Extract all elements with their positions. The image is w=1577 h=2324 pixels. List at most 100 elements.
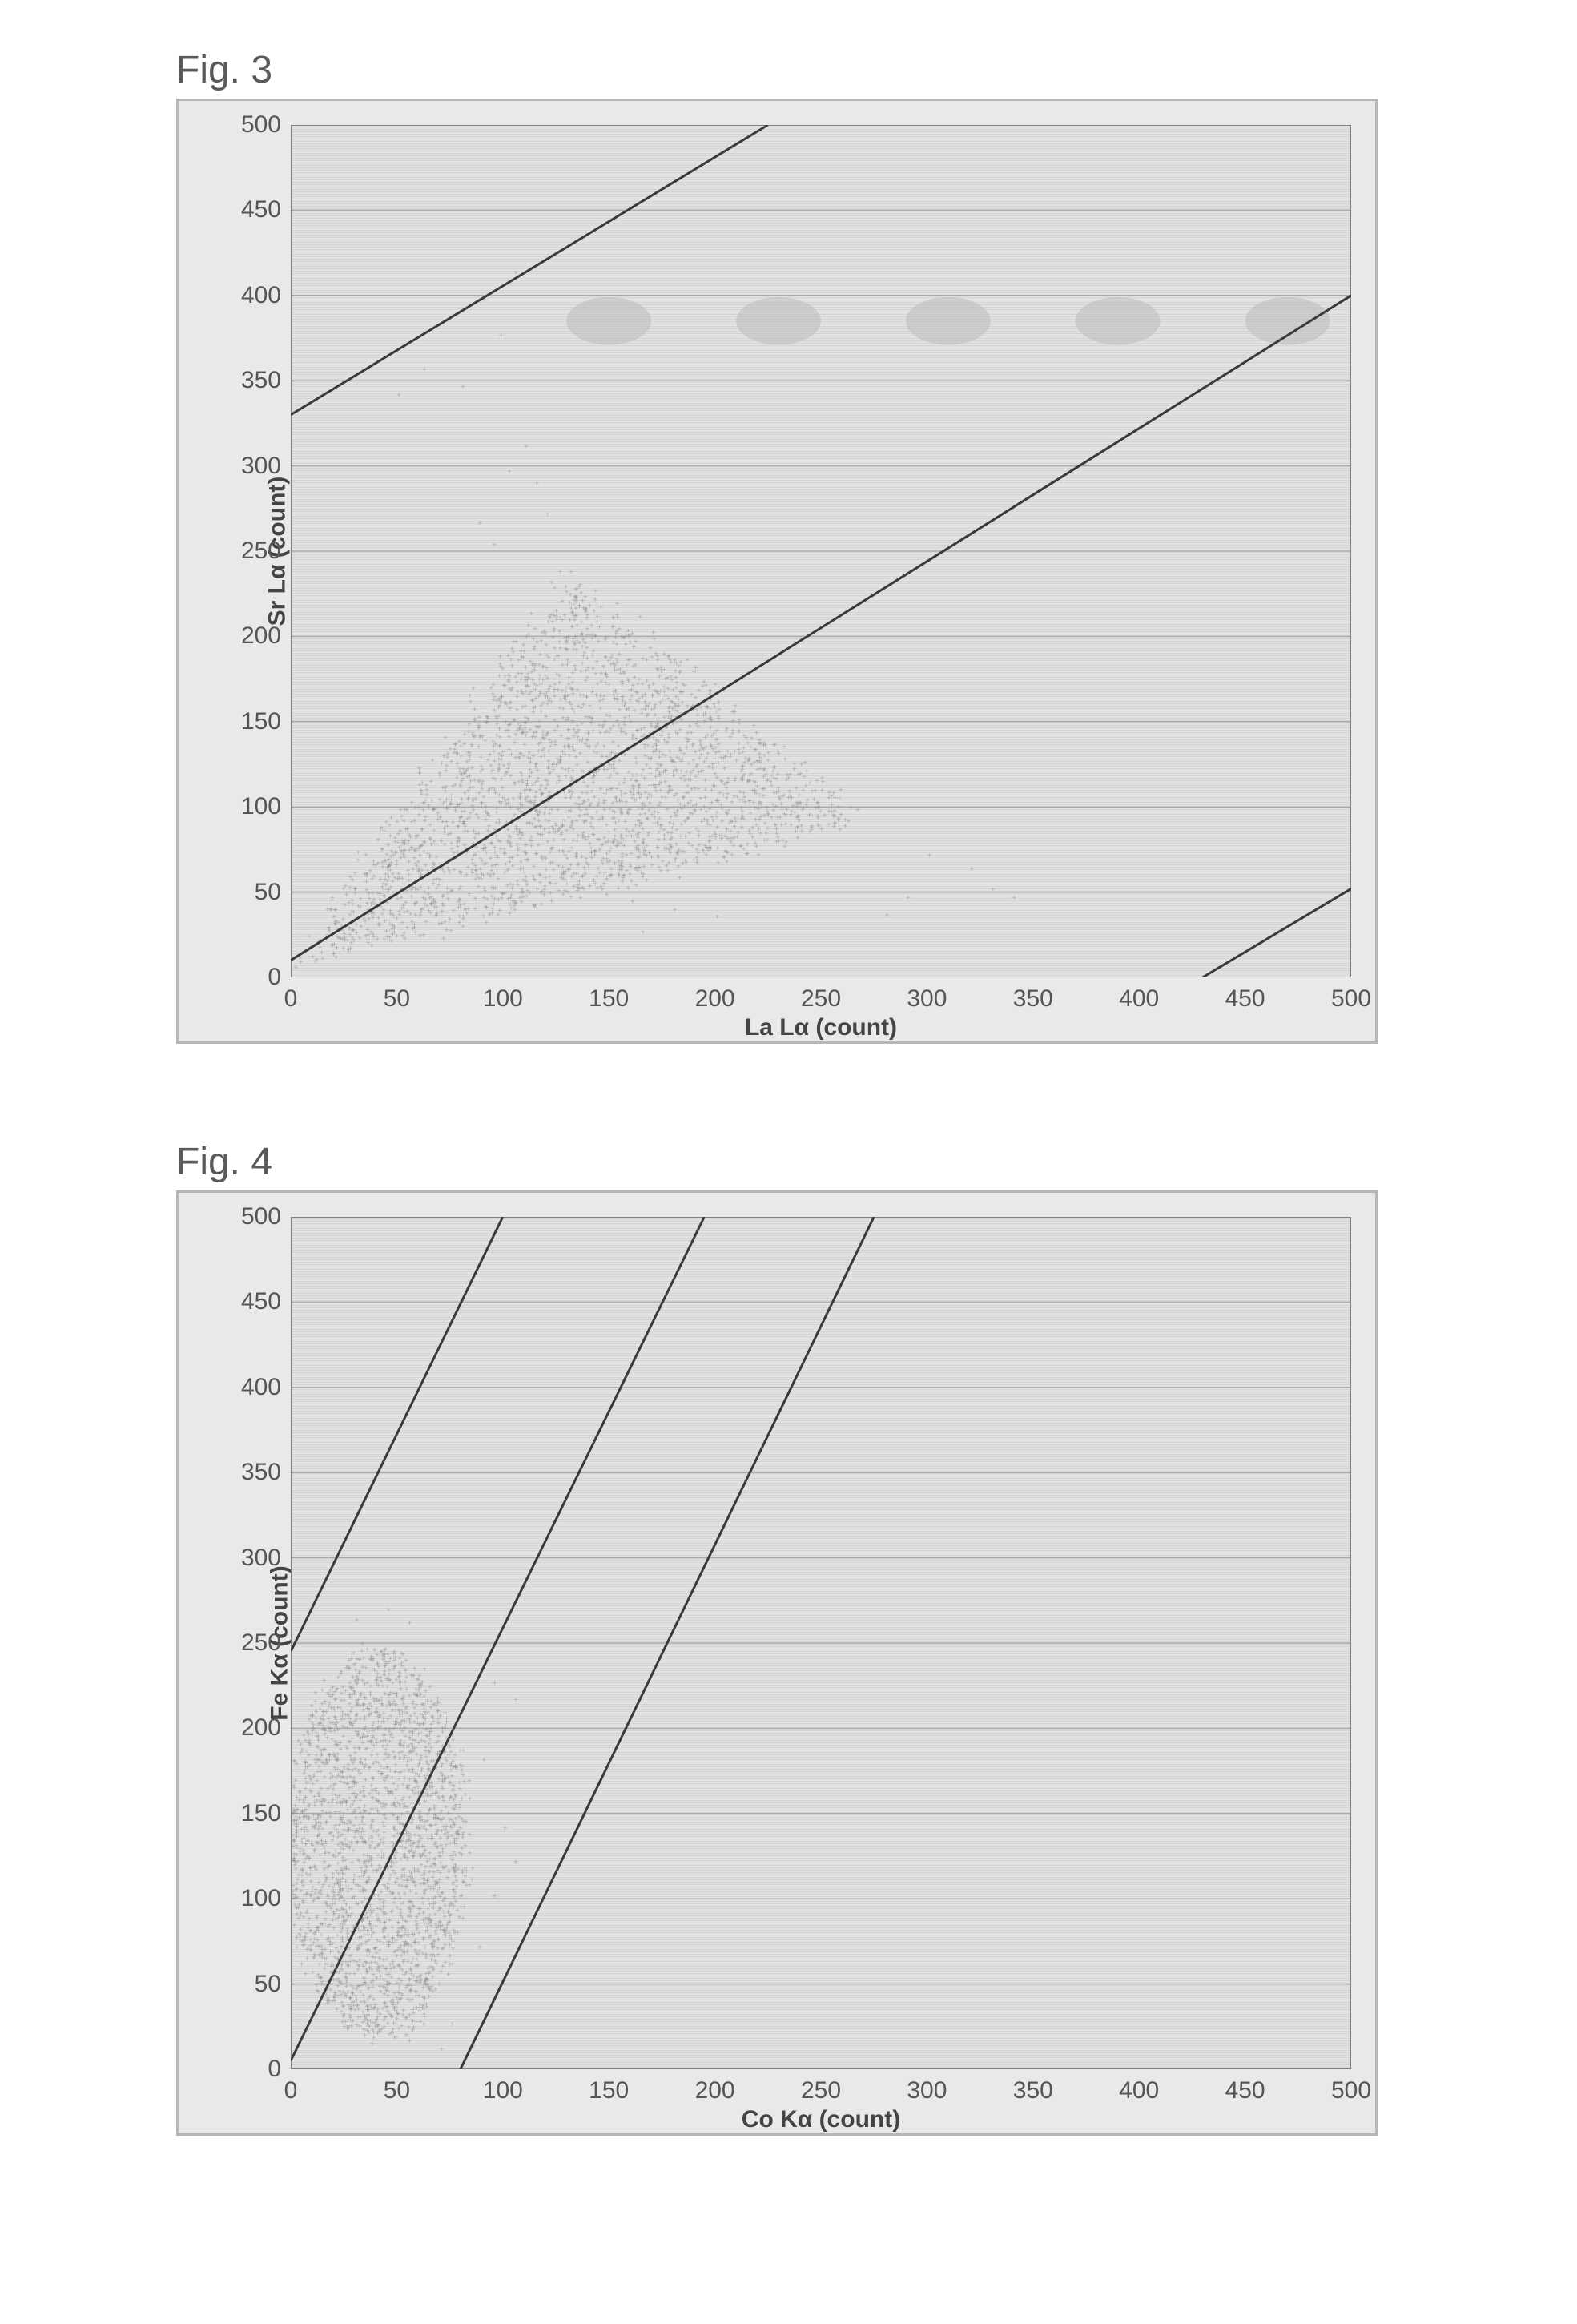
svg-text:+: +	[493, 542, 497, 550]
svg-text:+: +	[436, 1936, 441, 1945]
svg-text:+: +	[507, 721, 512, 730]
svg-text:+: +	[392, 1899, 396, 1907]
svg-text:+: +	[608, 804, 613, 813]
svg-text:+: +	[423, 814, 428, 823]
svg-text:+: +	[347, 900, 352, 908]
svg-text:+: +	[467, 720, 472, 729]
xtick-label: 50	[384, 985, 410, 1013]
svg-text:+: +	[614, 627, 619, 636]
svg-text:+: +	[672, 656, 677, 665]
svg-text:+: +	[375, 1750, 380, 1759]
svg-text:+: +	[589, 844, 593, 853]
svg-text:+: +	[714, 797, 719, 806]
svg-text:+: +	[754, 821, 758, 830]
svg-text:+: +	[557, 777, 562, 786]
figure-4-label: Fig. 4	[176, 1140, 1481, 1184]
svg-text:+: +	[434, 1740, 439, 1749]
svg-text:+: +	[403, 935, 408, 944]
svg-text:+: +	[325, 905, 330, 914]
svg-text:+: +	[571, 635, 576, 644]
svg-text:+: +	[599, 603, 604, 612]
svg-text:+: +	[697, 755, 702, 763]
svg-text:+: +	[715, 844, 720, 853]
svg-text:+: +	[533, 625, 537, 634]
svg-text:+: +	[688, 776, 693, 785]
svg-text:+: +	[403, 1753, 408, 1762]
svg-text:+: +	[679, 805, 684, 814]
svg-text:+: +	[662, 667, 667, 675]
svg-text:+: +	[794, 785, 799, 794]
svg-text:+: +	[362, 1932, 367, 1941]
svg-text:+: +	[386, 841, 391, 850]
svg-text:+: +	[562, 611, 567, 620]
svg-text:+: +	[409, 1819, 414, 1828]
svg-text:+: +	[478, 768, 483, 777]
svg-text:+: +	[405, 1947, 410, 1956]
svg-text:+: +	[444, 926, 449, 935]
svg-text:+: +	[587, 703, 592, 711]
svg-text:+: +	[382, 1956, 387, 1965]
svg-text:+: +	[385, 1764, 390, 1773]
svg-text:+: +	[432, 838, 436, 847]
svg-text:+: +	[572, 708, 577, 717]
svg-text:+: +	[551, 688, 556, 697]
ytick-label: 150	[241, 1800, 281, 1827]
svg-text:+: +	[694, 773, 698, 782]
svg-text:+: +	[690, 810, 694, 819]
xtick-label: 250	[801, 2077, 841, 2104]
svg-text:+: +	[370, 1746, 375, 1755]
svg-text:+: +	[612, 691, 617, 700]
svg-text:+: +	[595, 836, 600, 844]
svg-text:+: +	[581, 598, 585, 606]
svg-text:+: +	[733, 775, 738, 783]
svg-text:+: +	[722, 764, 727, 773]
svg-text:+: +	[650, 692, 655, 701]
svg-text:+: +	[432, 805, 437, 814]
xtick-label: 500	[1331, 2077, 1371, 2104]
svg-text:+: +	[585, 655, 589, 663]
svg-text:+: +	[526, 691, 531, 699]
svg-text:+: +	[647, 800, 652, 808]
svg-text:+: +	[563, 583, 568, 592]
svg-text:+: +	[666, 860, 671, 868]
ytick-label: 50	[255, 879, 281, 906]
svg-text:+: +	[563, 766, 568, 775]
svg-text:+: +	[385, 933, 390, 942]
svg-text:+: +	[805, 796, 810, 805]
svg-text:+: +	[630, 897, 635, 906]
svg-text:+: +	[348, 945, 353, 953]
svg-text:+: +	[305, 1955, 310, 1964]
svg-text:+: +	[703, 794, 708, 803]
svg-text:+: +	[702, 718, 707, 727]
svg-text:+: +	[537, 671, 542, 680]
svg-text:+: +	[461, 916, 466, 924]
svg-text:+: +	[696, 828, 701, 836]
svg-text:+: +	[428, 778, 433, 787]
svg-text:+: +	[401, 905, 406, 914]
svg-text:+: +	[330, 941, 335, 950]
svg-text:+: +	[525, 880, 530, 889]
scatter-cloud: ++++++++++++++++++++++++++++++++++++++++…	[291, 1640, 475, 2048]
ytick-label: 400	[241, 1374, 281, 1401]
svg-text:+: +	[669, 829, 674, 838]
svg-text:+: +	[325, 1960, 330, 1969]
svg-text:+: +	[642, 870, 646, 879]
svg-text:+: +	[620, 681, 625, 690]
svg-text:+: +	[622, 728, 626, 737]
svg-text:+: +	[476, 884, 481, 892]
xtick-label: 300	[907, 985, 947, 1013]
svg-text:+: +	[683, 857, 688, 866]
xtick-label: 350	[1013, 985, 1053, 1013]
svg-text:+: +	[341, 945, 346, 954]
svg-text:+: +	[525, 633, 529, 642]
svg-text:+: +	[654, 767, 659, 775]
svg-text:+: +	[459, 800, 464, 808]
svg-text:+: +	[469, 1875, 474, 1884]
svg-text:+: +	[405, 1856, 410, 1865]
svg-text:+: +	[473, 706, 477, 715]
svg-text:+: +	[751, 722, 756, 731]
svg-text:+: +	[417, 770, 422, 779]
svg-text:+: +	[506, 795, 511, 804]
svg-text:+: +	[588, 882, 593, 891]
svg-text:+: +	[591, 665, 596, 674]
